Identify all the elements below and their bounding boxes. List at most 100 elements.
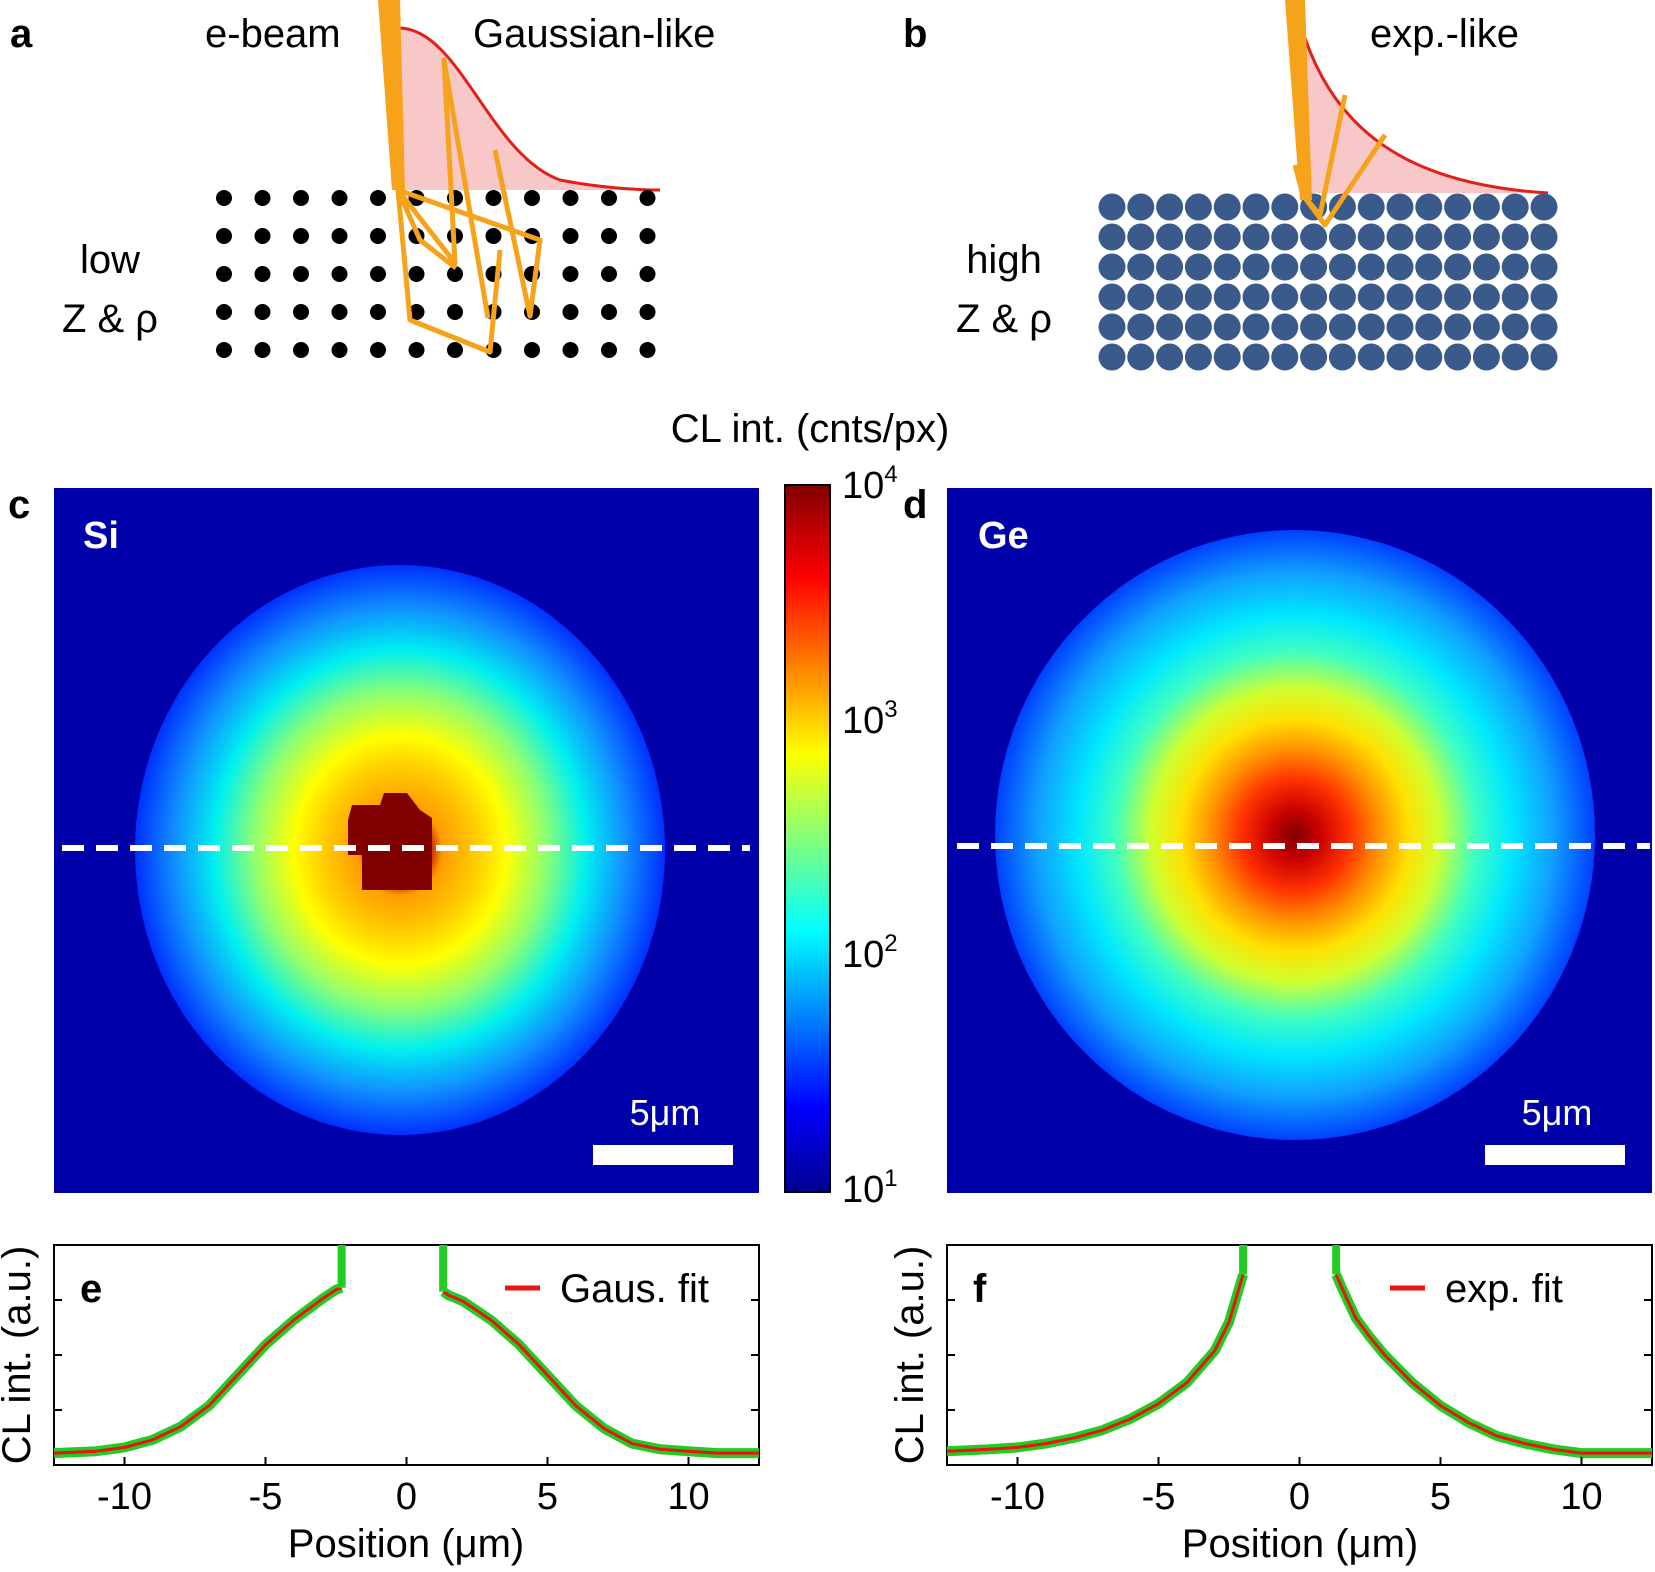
y-axis-label-f: CL int. (a.u.) [888,1246,932,1465]
atom [1444,253,1472,281]
atom [1328,253,1356,281]
atom [1501,313,1529,341]
panel-d: d Ge 5μm [903,483,1652,1193]
atom [1328,283,1356,311]
x-tick-label: -5 [249,1476,283,1518]
atom [639,190,656,206]
atom [293,228,309,244]
atom [1386,313,1414,341]
atom [1386,193,1414,221]
atom [1156,253,1184,281]
atom [1271,223,1299,251]
atom [447,266,463,282]
atom [1127,253,1155,281]
atom [1530,343,1558,371]
atom [1444,283,1472,311]
atom [1386,283,1414,311]
atom [1300,253,1328,281]
atom [1242,283,1270,311]
y-axis-label-e: CL int. (a.u.) [0,1246,39,1465]
atom [1530,253,1558,281]
atom [1501,193,1529,221]
atom [216,228,232,244]
exp-profile-fill [1305,38,1548,193]
atom [1271,313,1299,341]
colorbar-gradient [784,484,831,1193]
atom [601,190,617,206]
panel-letter-f: f [973,1267,987,1311]
atom [1098,283,1126,311]
atom [1328,313,1356,341]
atom [1328,223,1356,251]
colorbar-tick-1e1: 101 [842,1165,898,1211]
atom [562,266,579,282]
atom [1386,253,1414,281]
atom [524,190,540,206]
atom [1098,343,1126,371]
atom [639,304,656,320]
atom [1357,253,1385,281]
atom [1501,223,1529,251]
atom [1184,343,1212,371]
colorbar-tick-base: 10 [842,934,884,976]
x-tick-label: -10 [97,1476,152,1518]
atom [1098,223,1126,251]
atom [1127,223,1155,251]
atom [485,228,502,244]
atom [1472,223,1500,251]
x-axis-label-e: Position (μm) [288,1522,524,1566]
atom [639,228,656,244]
panel-b: b exp.-like high Z & ρ [903,0,1558,371]
atom [1444,343,1472,371]
panel-letter-e: e [80,1267,102,1311]
plot-e-marks: -10 -5 0 5 10 [53,1245,759,1518]
atom [601,266,617,282]
panel-c: c Si 5μm [8,483,759,1193]
beam-trajectories [1285,0,1388,228]
atom [1530,223,1558,251]
svg-text:103: 103 [842,696,898,742]
atom [1156,223,1184,251]
colorbar-tick-base: 10 [842,465,884,507]
data-series-line [53,1283,759,1459]
atom [293,266,309,282]
atom [370,266,386,282]
atom [1098,313,1126,341]
atom [1242,313,1270,341]
atom [1098,253,1126,281]
atom [1213,313,1241,341]
atom [331,190,348,206]
atom [1444,223,1472,251]
atom [1357,223,1385,251]
atom [1213,223,1241,251]
panel-letter-b: b [903,12,927,56]
x-tick-label: -5 [1142,1476,1176,1518]
plot-f-marks: -10 -5 0 5 10 [946,1245,1652,1518]
atom [1184,283,1212,311]
colorbar-tick-1e3: 103 [842,696,898,742]
x-tick-label: 0 [396,1476,417,1518]
atom [562,304,579,320]
beam-label: e-beam [205,12,341,56]
atom [254,304,271,320]
atom [1444,313,1472,341]
atom [639,342,656,358]
panel-letter-c: c [8,483,30,527]
atom [1213,343,1241,371]
atom [1415,253,1443,281]
atom [562,228,579,244]
atom [1300,343,1328,371]
atom [1213,193,1241,221]
atom [639,266,656,282]
atom [1242,253,1270,281]
material-label-line2: Z & ρ [956,297,1052,341]
fit-series-line [946,1273,1652,1455]
material-label-line2: Z & ρ [62,297,158,341]
atom [1156,193,1184,221]
electron-beam [378,0,405,190]
atom [485,190,502,206]
atom [293,190,309,206]
svg-text:104: 104 [842,461,898,507]
x-tick-label: 5 [1430,1476,1451,1518]
svg-text:101: 101 [842,1165,898,1211]
